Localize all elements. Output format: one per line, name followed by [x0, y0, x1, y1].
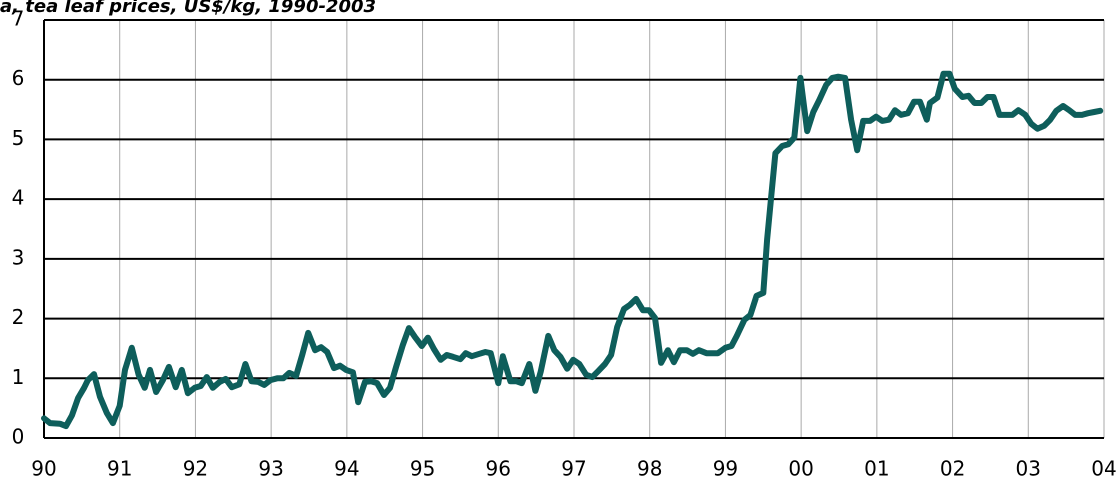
x-tick-label: 03	[1016, 457, 1041, 481]
x-tick-label: 92	[183, 457, 208, 481]
y-tick-label: 4	[12, 186, 25, 210]
chart-title: a, tea leaf prices, US$/kg, 1990-2003	[0, 0, 376, 17]
x-tick-label: 91	[107, 457, 132, 481]
x-tick-label: 01	[864, 457, 889, 481]
x-tick-label: 93	[258, 457, 283, 481]
y-tick-label: 2	[12, 305, 25, 329]
y-tick-label: 0	[12, 425, 25, 449]
x-tick-label: 90	[31, 457, 56, 481]
price-line	[41, 70, 1104, 430]
x-tick-label: 00	[788, 457, 813, 481]
y-tick-label: 6	[12, 66, 25, 90]
y-tick-label: 7	[12, 7, 25, 31]
x-tick-label: 96	[486, 457, 511, 481]
x-tick-label: 95	[410, 457, 435, 481]
x-tick-label: 98	[637, 457, 662, 481]
x-tick-label: 02	[940, 457, 965, 481]
y-tick-label: 3	[12, 245, 25, 269]
x-tick-label: 99	[713, 457, 738, 481]
x-tick-label: 94	[334, 457, 359, 481]
y-tick-label: 5	[12, 126, 25, 150]
y-tick-label: 1	[12, 365, 25, 389]
x-tick-label: 04	[1091, 457, 1116, 481]
x-tick-label: 97	[561, 457, 586, 481]
